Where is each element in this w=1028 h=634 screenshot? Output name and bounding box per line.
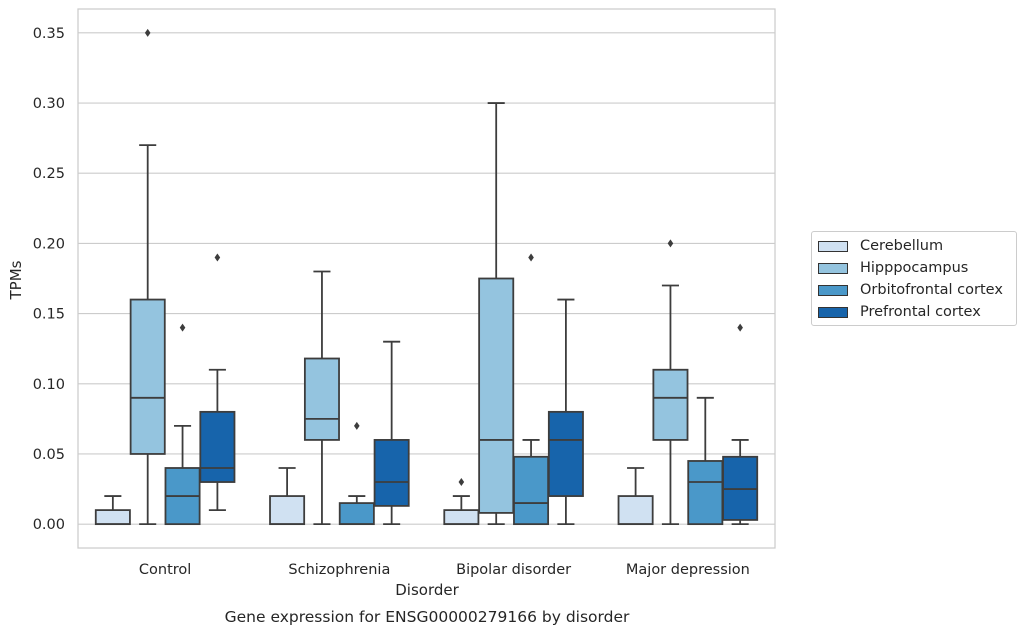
y-tick-label: 0.30 xyxy=(33,96,65,112)
box-iqr xyxy=(338,502,375,526)
legend-label: Hipppocampus xyxy=(860,260,969,276)
legend-item-hippocampus: Hipppocampus xyxy=(818,258,968,278)
y-tick-label: 0.00 xyxy=(33,517,65,533)
box-element xyxy=(164,323,201,526)
y-tick-label: 0.25 xyxy=(33,166,65,182)
y-tick-labels: 0.00 0.05 0.10 0.15 0.20 0.25 0.30 0.35 xyxy=(33,26,65,533)
box-iqr xyxy=(478,277,515,514)
box-iqr xyxy=(652,368,689,441)
box-element xyxy=(199,253,236,512)
outlier-point xyxy=(214,253,221,262)
y-tick-label: 0.35 xyxy=(33,26,65,42)
box-iqr xyxy=(513,455,550,526)
outlier-point xyxy=(458,478,465,487)
box-element xyxy=(269,467,306,526)
legend-label: Orbitofrontal cortex xyxy=(860,282,1003,298)
x-tick-label: Control xyxy=(139,562,191,578)
box-element xyxy=(513,253,550,526)
x-tick-label: Major depression xyxy=(626,562,750,578)
box-element xyxy=(338,421,375,526)
y-tick-label: 0.05 xyxy=(33,447,65,463)
chart-title: Gene expression for ENSG00000279166 by d… xyxy=(225,608,630,626)
box-element xyxy=(129,28,166,526)
box-element xyxy=(652,239,689,526)
plot-frame xyxy=(77,8,776,549)
y-tick-label: 0.10 xyxy=(33,377,65,393)
box-iqr xyxy=(373,439,410,507)
box-element xyxy=(722,323,759,526)
box-iqr xyxy=(94,509,131,526)
box-iqr xyxy=(687,460,724,526)
box-iqr xyxy=(269,495,306,526)
outlier-point xyxy=(528,253,534,262)
box-element xyxy=(373,340,410,526)
outlier-point xyxy=(667,239,674,248)
legend-item-orbitofrontal-cortex: Orbitofrontal cortex xyxy=(818,280,1003,300)
legend: Cerebellum Hipppocampus Orbitofrontal co… xyxy=(811,231,1017,326)
outlier-point xyxy=(737,323,743,332)
legend-label: Prefrontal cortex xyxy=(860,304,981,320)
box-iqr xyxy=(547,410,584,497)
box-iqr xyxy=(199,410,236,483)
gridlines xyxy=(78,32,775,525)
legend-swatch xyxy=(818,262,848,274)
legend-swatch xyxy=(818,284,848,296)
y-axis-label: TPMs xyxy=(7,260,25,300)
box-element xyxy=(303,270,340,526)
legend-swatch xyxy=(818,306,848,318)
legend-swatch xyxy=(818,240,848,252)
box-element xyxy=(94,495,131,526)
x-tick-label: Bipolar disorder xyxy=(456,562,571,578)
x-tick-labels: Control Schizophrenia Bipolar disorder Majo… xyxy=(139,562,750,578)
x-axis-label: Disorder xyxy=(395,581,459,599)
legend-item-prefrontal-cortex: Prefrontal cortex xyxy=(818,302,981,322)
legend-label: Cerebellum xyxy=(860,238,944,254)
box-iqr xyxy=(303,357,340,441)
box-element xyxy=(547,298,584,526)
legend-item-cerebellum: Cerebellum xyxy=(818,236,943,256)
outlier-point xyxy=(179,323,186,332)
box-element xyxy=(443,478,480,526)
y-tick-label: 0.20 xyxy=(33,236,65,252)
box-iqr xyxy=(443,509,480,526)
y-tick-label: 0.15 xyxy=(33,307,65,323)
outlier-point xyxy=(354,421,360,430)
box-element xyxy=(617,467,654,526)
box-iqr xyxy=(617,495,654,526)
box-element xyxy=(687,396,724,526)
outlier-point xyxy=(144,28,151,37)
box-iqr xyxy=(129,298,166,455)
x-tick-label: Schizophrenia xyxy=(288,562,390,578)
box-layer xyxy=(94,28,759,526)
box-element xyxy=(478,102,515,526)
